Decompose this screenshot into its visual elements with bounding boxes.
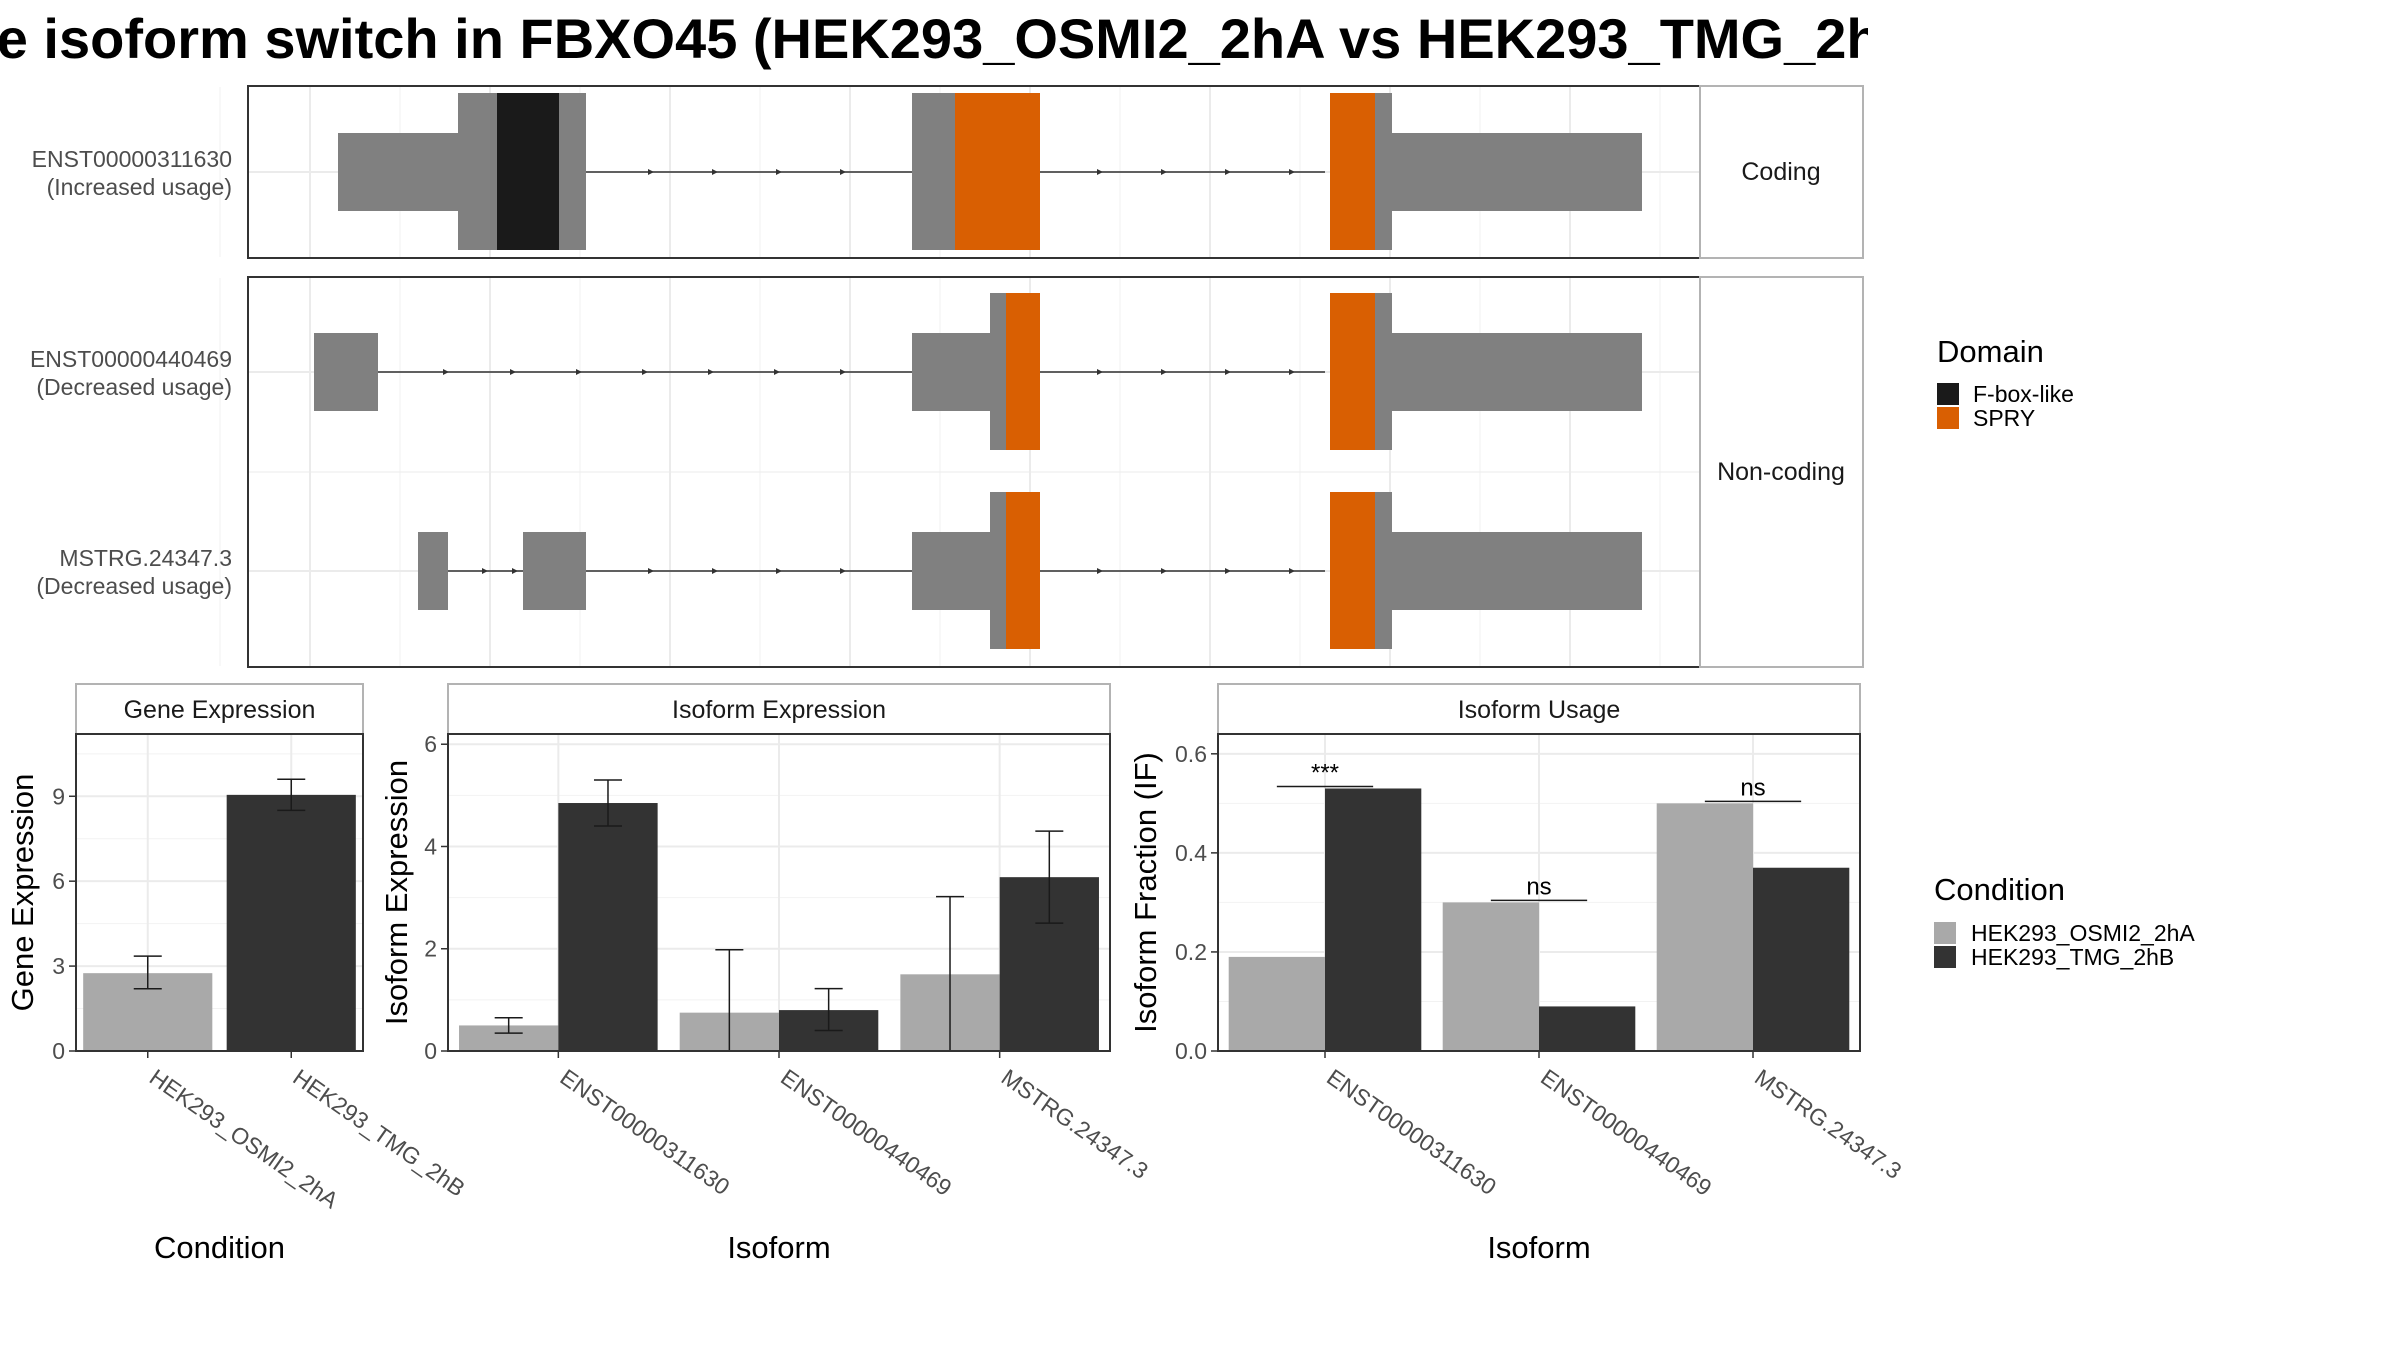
utr-exon [523,532,586,610]
isoform-usage-strip [1217,683,1861,735]
structure-panel: Coding Non-coding [30,85,1864,668]
y-tick-label: 0.0 [1175,1038,1207,1064]
utr-exon [912,532,990,610]
isoform-label-ENST00000311630: ENST00000311630 [32,146,232,172]
intron-arrows [443,369,1295,375]
bar-ENST00000311630-HEK293_TMG_2hB [558,803,658,1051]
chart-title: The isoform switch in FBXO45 (HEK293_OSM… [0,7,1940,70]
strip-noncoding-label: Non-coding [1717,458,1845,486]
utr-exon [1392,133,1642,211]
domain-legend: Domain F-box-like SPRY [1937,334,2074,431]
legend-swatch-spry [1937,407,1959,429]
condition-legend: Condition HEK293_OSMI2_2hA HEK293_TMG_2h… [1934,872,2195,970]
strip-coding-label: Coding [1741,158,1820,186]
bar-MSTRG.24347.3-HEK293_OSMI2_2hA [1656,803,1753,1051]
strip-noncoding [1699,276,1864,668]
x-tick-label: ENST00000311630 [555,1064,734,1200]
isoform-expression-x-axis-title: Isoform [727,1230,830,1265]
domain-spry [1006,492,1040,649]
gene-expression-strip-label: Gene Expression [124,696,316,724]
y-tick-label: 0.2 [1175,939,1207,965]
domain-spry [955,93,1040,250]
x-tick-label: ENST00000311630 [1322,1064,1501,1200]
domain-spry [1330,293,1375,450]
legend-swatch-tmg [1934,946,1956,968]
strip-coding [1699,85,1864,259]
domain-fbox-like [497,93,559,250]
x-tick-label: ENST00000440469 [776,1064,956,1201]
y-tick-label: 0 [424,1038,437,1064]
isoform-usage-ENST00000311630: (Increased usage) [47,174,232,200]
isoform-expression-y-axis-title: Isoform Expression [379,760,414,1025]
y-tick-label: 3 [52,953,65,979]
x-tick-label: ENST00000440469 [1536,1064,1716,1201]
utr-exon [418,532,448,610]
legend-label-tmg: HEK293_TMG_2hB [1971,944,2174,970]
isoform-label-MSTRG.24347.3: MSTRG.24347.3 [59,545,232,571]
utr-exon [1392,333,1642,411]
y-tick-label: 9 [52,783,65,809]
y-tick-label: 0.6 [1175,741,1207,767]
isoform-track-ENST00000440469 [314,293,1642,450]
legend-swatch-fbox-like [1937,383,1959,405]
utr-exon [1392,532,1642,610]
domain-spry [1330,492,1375,649]
utr-exon [912,333,990,411]
y-tick-label: 6 [424,731,437,757]
isoform-usage-MSTRG.24347.3: (Decreased usage) [36,573,232,599]
legend-swatch-osmi2 [1934,922,1956,944]
isoform-expression-panel: Isoform Expression 0 2 4 6 ENST00000311630 ENS… [379,683,1153,1265]
isoform-usage-ENST00000440469: (Decreased usage) [36,374,232,400]
y-tick-label: 2 [424,936,437,962]
bar-ENST00000440469-HEK293_OSMI2_2hA [1442,902,1539,1051]
legend-label-spry: SPRY [1973,405,2035,431]
domain-legend-title: Domain [1937,334,2044,369]
gene-expression-frame [75,733,364,1052]
significance-label: ns [1526,873,1551,900]
utr-exon [314,333,378,411]
isoform-expression-strip-label: Isoform Expression [672,696,886,724]
isoform-usage-y-axis-title: Isoform Fraction (IF) [1128,752,1163,1033]
x-tick-label: MSTRG.24347.3 [1750,1064,1906,1184]
isoform-label-ENST00000440469: ENST00000440469 [30,346,232,372]
intron-arrows [482,568,1295,574]
significance-label: *** [1311,759,1339,786]
legend-label-fbox-like: F-box-like [1973,381,2074,407]
y-tick-label: 0.4 [1175,840,1207,866]
bar-ENST00000440469-HEK293_TMG_2hB [1539,1006,1636,1051]
gene-expression-x-axis-title: Condition [154,1230,285,1265]
intron-arrows [648,169,1295,175]
significance-label: ns [1740,774,1765,801]
condition-legend-title: Condition [1934,872,2065,907]
domain-spry [1006,293,1040,450]
isoform-track-ENST00000311630 [338,93,1642,250]
bar-MSTRG.24347.3-HEK293_TMG_2hB [1753,867,1850,1051]
bar-ENST00000311630-HEK293_TMG_2hB [1325,788,1422,1051]
isoform-usage-x-axis-title: Isoform [1487,1230,1590,1265]
isoform-track-MSTRG.24347.3 [418,492,1642,649]
bar-ENST00000311630-HEK293_OSMI2_2hA [1228,956,1325,1051]
y-tick-label: 0 [52,1038,65,1064]
y-tick-label: 4 [424,833,437,859]
y-tick-label: 6 [52,868,65,894]
bar-HEK293_TMG_2hB [226,794,356,1051]
x-tick-label: MSTRG.24347.3 [997,1064,1153,1184]
utr-exon [338,133,458,211]
legend-label-osmi2: HEK293_OSMI2_2hA [1971,920,2195,946]
isoform-expression-strip [447,683,1111,735]
gene-expression-y-axis-title: Gene Expression [5,774,40,1012]
isoform-usage-panel: Isoform Usage 0.0 0.2 0.4 0.6 *** ns ns ENST0000… [1128,683,1906,1265]
domain-spry [1330,93,1375,250]
gene-expression-panel: Gene Expression0369HEK293_OSMI2_2hAHEK29… [5,683,470,1265]
isoform-usage-strip-label: Isoform Usage [1458,696,1621,724]
